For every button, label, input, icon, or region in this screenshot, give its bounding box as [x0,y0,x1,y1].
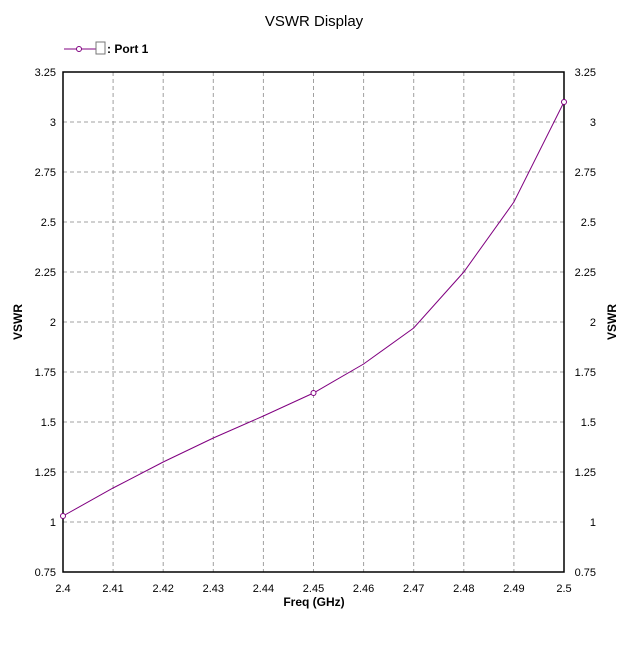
x-tick-label: 2.41 [102,583,123,595]
legend: : Port 1 [64,41,149,56]
y-tick-label-right: 1.5 [581,417,596,429]
x-tick-label: 2.45 [303,583,324,595]
data-point [212,437,214,439]
y-tick-label-right: 0.75 [575,567,596,579]
y-tick-label-right: 2.75 [575,167,596,179]
data-point [561,99,567,105]
x-tick-label: 2.43 [203,583,224,595]
plot-area [62,71,565,573]
x-tick-label: 2.47 [403,583,424,595]
y-tick-label-right: 1.75 [575,367,596,379]
series-group [60,99,567,519]
y-axis-label-right: VSWR [605,304,619,340]
y-tick-label: 1.75 [35,367,56,379]
y-tick-label-right: 3.25 [575,67,596,79]
y-tick-label: 2.5 [41,217,56,229]
data-point [413,327,415,329]
chart-title: VSWR Display [265,13,364,30]
y-tick-label: 0.75 [35,567,56,579]
y-tick-label: 2 [50,317,56,329]
legend-marker [76,46,82,52]
grid [62,71,565,573]
legend-checkbox[interactable] [95,41,106,55]
data-point [262,415,264,417]
x-tick-label: 2.49 [503,583,524,595]
y-tick-label-right: 3 [590,117,596,129]
x-axis-label: Freq (GHz) [283,595,344,609]
x-tick-labels: 2.4 2.41 2.42 2.43 2.44 2.45 2.46 2.47 2.48 2.49 2… [55,583,571,595]
data-point [513,201,515,203]
y-tick-label-right: 2.5 [581,217,596,229]
y-tick-label: 2.25 [35,267,56,279]
y-tick-labels: 0.75 0.75 1 1 1.25 1.25 1.5 1.5 1.75 1.75 2 2 2.25 2.… [35,67,596,579]
y-tick-label: 1 [50,517,56,529]
y-tick-label: 1.5 [41,417,56,429]
data-point [363,363,365,365]
y-tick-label: 1.25 [35,467,56,479]
x-tick-label: 2.5 [556,583,571,595]
y-axis-label: VSWR [11,304,25,340]
x-tick-label: 2.42 [152,583,173,595]
y-tick-label-right: 2 [590,317,596,329]
data-point [112,487,114,489]
y-tick-label-right: 2.25 [575,267,596,279]
y-tick-label-right: 1 [590,517,596,529]
data-point [310,390,317,396]
x-tick-label: 2.4 [55,583,70,595]
legend-label: : Port 1 [107,42,149,56]
y-tick-label-right: 1.25 [575,467,596,479]
data-point [463,271,465,273]
x-tick-label: 2.48 [453,583,474,595]
data-point [162,461,164,463]
x-tick-label: 2.44 [253,583,274,595]
x-tick-label: 2.46 [353,583,374,595]
y-tick-label: 3.25 [35,67,56,79]
y-tick-label: 3 [50,117,56,129]
y-tick-label: 2.75 [35,167,56,179]
data-point [60,513,66,519]
